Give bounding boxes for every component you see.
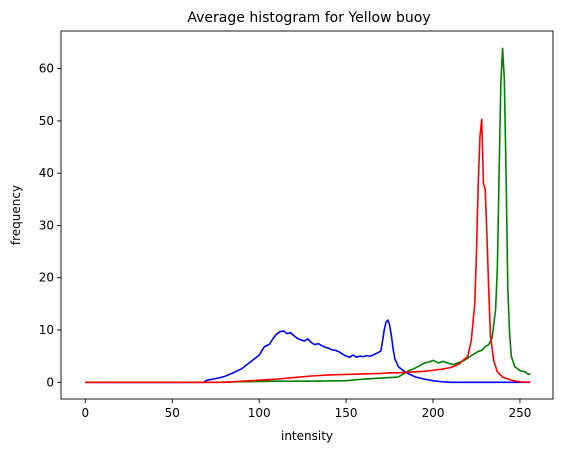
series-line-0 bbox=[85, 319, 531, 384]
plot-area bbox=[60, 30, 554, 400]
x-tick-label-3: 150 bbox=[335, 406, 358, 420]
x-tick-label-0: 0 bbox=[82, 406, 90, 420]
x-tick-label-2: 100 bbox=[248, 406, 271, 420]
y-tick-label-2: 20 bbox=[39, 271, 54, 285]
x-tick-label-1: 50 bbox=[165, 406, 180, 420]
plot-frame bbox=[60, 30, 554, 400]
series-group bbox=[85, 47, 531, 384]
x-tick-label-5: 250 bbox=[509, 406, 532, 420]
y-tick-label-3: 30 bbox=[39, 218, 54, 232]
series-line-2 bbox=[85, 118, 531, 384]
x-tick-label-4: 200 bbox=[422, 406, 445, 420]
y-axis-label: frequency bbox=[9, 185, 23, 245]
y-tick-label-4: 40 bbox=[39, 166, 54, 180]
chart-title: Average histogram for Yellow buoy bbox=[187, 10, 430, 26]
x-axis-ticks: 0 50 100 150 200 250 bbox=[82, 399, 532, 420]
y-tick-label-6: 60 bbox=[39, 62, 54, 76]
y-tick-label-5: 50 bbox=[39, 114, 54, 128]
y-axis-ticks: 0 10 20 30 40 50 60 bbox=[39, 62, 61, 389]
y-tick-label-1: 10 bbox=[39, 323, 54, 337]
x-axis-label: intensity bbox=[281, 429, 333, 443]
y-tick-label-0: 0 bbox=[46, 375, 54, 389]
series-line-1 bbox=[85, 47, 531, 384]
